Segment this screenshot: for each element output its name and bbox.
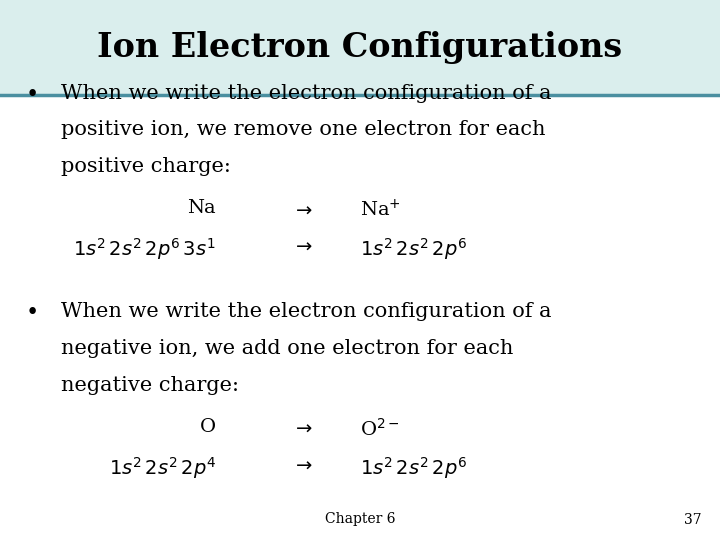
Text: 37: 37: [685, 512, 702, 526]
Text: O: O: [200, 418, 216, 436]
Text: O$^{2-}$: O$^{2-}$: [360, 418, 400, 440]
Text: Na$^{+}$: Na$^{+}$: [360, 199, 401, 220]
Text: $\rightarrow$: $\rightarrow$: [292, 199, 313, 218]
Text: Chapter 6: Chapter 6: [325, 512, 395, 526]
Text: negative charge:: negative charge:: [61, 376, 239, 395]
Text: $1s^2\,2s^2\,2p^6$: $1s^2\,2s^2\,2p^6$: [360, 455, 467, 481]
Text: positive charge:: positive charge:: [61, 157, 231, 176]
Text: $1s^2\,2s^2\,2p^6\,3s^1$: $1s^2\,2s^2\,2p^6\,3s^1$: [73, 236, 216, 262]
Text: negative ion, we add one electron for each: negative ion, we add one electron for ea…: [61, 339, 513, 358]
Text: •: •: [25, 302, 38, 325]
Text: $1s^2\,2s^2\,2p^4$: $1s^2\,2s^2\,2p^4$: [109, 455, 216, 481]
Text: $1s^2\,2s^2\,2p^6$: $1s^2\,2s^2\,2p^6$: [360, 236, 467, 262]
Text: •: •: [25, 84, 38, 106]
Text: Na: Na: [187, 199, 216, 217]
Text: When we write the electron configuration of a: When we write the electron configuration…: [61, 84, 552, 103]
Text: $\rightarrow$: $\rightarrow$: [292, 418, 313, 437]
Text: Ion Electron Configurations: Ion Electron Configurations: [97, 31, 623, 64]
FancyBboxPatch shape: [0, 0, 720, 94]
Text: $\rightarrow$: $\rightarrow$: [292, 236, 313, 255]
Text: positive ion, we remove one electron for each: positive ion, we remove one electron for…: [61, 120, 546, 139]
Text: $\rightarrow$: $\rightarrow$: [292, 455, 313, 474]
Text: When we write the electron configuration of a: When we write the electron configuration…: [61, 302, 552, 321]
